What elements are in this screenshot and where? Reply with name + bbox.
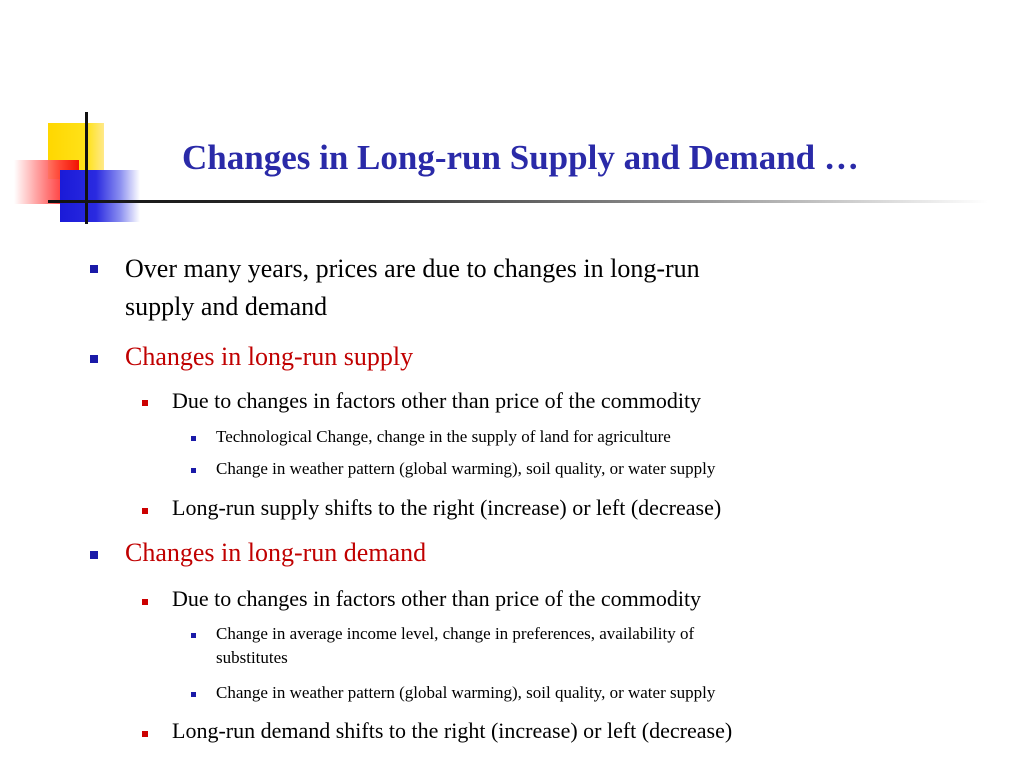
vertical-rule (85, 112, 88, 224)
bullet-marker (90, 265, 98, 273)
bullet-text-line: substitutes (216, 648, 288, 667)
bullet-marker (142, 400, 148, 406)
bullet-item-level3: Change in weather pattern (global warmin… (216, 681, 715, 705)
bullet-marker (142, 731, 148, 737)
bullet-text-line: Long-run demand shifts to the right (inc… (172, 718, 733, 743)
decorative-squares-logo (0, 0, 140, 240)
bullet-item-level1: Over many years, prices are due to chang… (125, 250, 700, 326)
bullet-text-line: Change in weather pattern (global warmin… (216, 459, 716, 478)
bullet-marker (90, 551, 98, 559)
title-underline (48, 200, 988, 203)
bullet-marker (142, 599, 148, 605)
bullet-item-level3: Change in average income level, change i… (216, 622, 694, 670)
bullet-marker (90, 355, 98, 363)
bullet-marker (142, 508, 148, 514)
bullet-item-level2: Due to changes in factors other than pri… (172, 386, 701, 416)
bullet-marker (191, 468, 196, 473)
bullet-marker (191, 436, 196, 441)
bullet-text-line: Change in weather pattern (global warmin… (216, 683, 716, 702)
bullet-text-line: Changes in long-run supply (125, 342, 414, 371)
bullet-item-level3: Technological Change, change in the supp… (216, 425, 671, 449)
bullet-marker (191, 633, 196, 638)
bullet-text-line: Due to changes in factors other than pri… (172, 586, 702, 611)
bullet-text-line: Long-run supply shifts to the right (inc… (172, 495, 722, 520)
bullet-item-level1-heading: Changes in long-run supply (125, 338, 413, 376)
bullet-item-level3: Change in weather pattern (global warmin… (216, 457, 715, 481)
bullet-item-level2: Long-run demand shifts to the right (inc… (172, 716, 732, 746)
slide-title: Changes in Long-run Supply and Demand … (182, 138, 859, 177)
bullet-marker (191, 692, 196, 697)
blue-square-icon (60, 170, 140, 222)
bullet-text-line: Technological Change, change in the supp… (216, 427, 671, 446)
bullet-text-line: supply and demand (125, 292, 328, 321)
bullet-item-level1-heading: Changes in long-run demand (125, 534, 426, 572)
bullet-text-line: Over many years, prices are due to chang… (125, 254, 700, 283)
bullet-text-line: Change in average income level, change i… (216, 624, 695, 643)
bullet-text-line: Changes in long-run demand (125, 538, 427, 567)
bullet-item-level2: Long-run supply shifts to the right (inc… (172, 493, 721, 523)
bullet-text-line: Due to changes in factors other than pri… (172, 388, 702, 413)
bullet-item-level2: Due to changes in factors other than pri… (172, 584, 701, 614)
